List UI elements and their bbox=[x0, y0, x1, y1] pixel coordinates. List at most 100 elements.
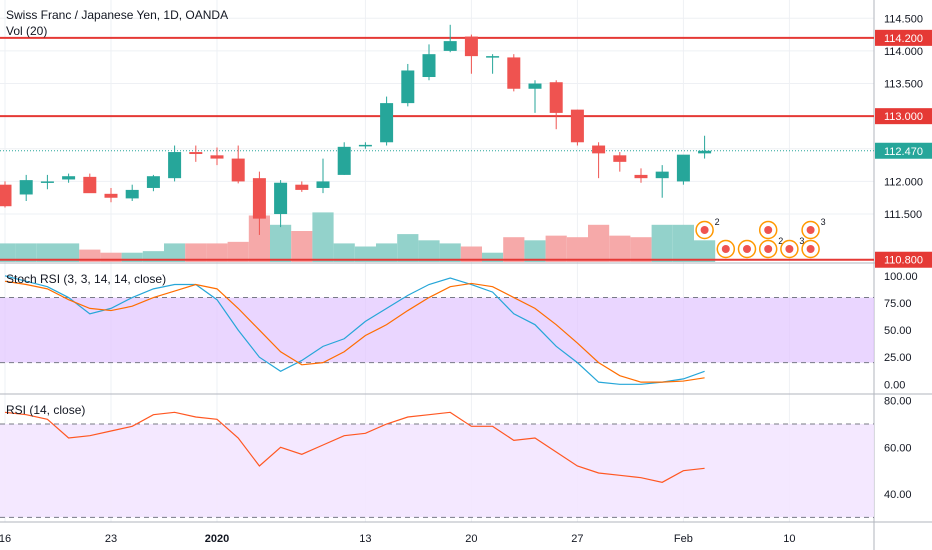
stoch-tick-label: 75.00 bbox=[884, 298, 912, 310]
volume-bar bbox=[397, 234, 419, 262]
candle-body bbox=[295, 184, 309, 190]
time-tick-label: 27 bbox=[571, 533, 583, 545]
candle-body bbox=[464, 36, 478, 57]
candle-body bbox=[528, 83, 542, 89]
candle-body bbox=[698, 150, 712, 154]
volume-bar bbox=[142, 251, 164, 262]
event-marker-count: 2 bbox=[778, 236, 783, 246]
stoch-tick-label: 25.00 bbox=[884, 352, 912, 364]
volume-bar bbox=[333, 243, 355, 262]
indicator-bands bbox=[0, 297, 874, 518]
rsi-band bbox=[0, 424, 874, 518]
stoch-tick-label: 100.00 bbox=[884, 271, 918, 283]
volume-bar bbox=[270, 224, 292, 262]
candle-body bbox=[125, 189, 139, 199]
candle-body bbox=[62, 176, 76, 180]
stoch-d-line bbox=[4, 280, 705, 383]
price-axes[interactable]: 111.500112.000112.500113.000113.500114.0… bbox=[875, 13, 932, 501]
price-tick-label: 111.500 bbox=[884, 209, 922, 221]
candle-body bbox=[189, 152, 203, 155]
event-markers[interactable]: 2 2 3 3 bbox=[695, 217, 826, 259]
time-tick-label: 16 bbox=[0, 533, 11, 545]
event-marker-icon[interactable] bbox=[801, 239, 820, 259]
symbol-title: Swiss Franc / Japanese Yen, 1D, OANDA bbox=[6, 8, 228, 22]
stoch-rsi-title: Stoch RSI (3, 3, 14, 14, close) bbox=[6, 272, 166, 286]
event-marker-icon[interactable]: 2 bbox=[695, 217, 720, 240]
event-marker-icon[interactable]: 2 bbox=[758, 236, 784, 259]
candle-body bbox=[592, 145, 606, 154]
last-price-tag-label: 112.470 bbox=[884, 146, 923, 158]
volume-bar bbox=[100, 252, 122, 262]
volume-bar bbox=[524, 240, 546, 262]
price-tick-label: 114.000 bbox=[884, 46, 923, 58]
rsi-tick-label: 40.00 bbox=[884, 489, 912, 501]
volume-bar bbox=[588, 224, 610, 262]
level-price-tag bbox=[875, 29, 932, 46]
volume-bar bbox=[376, 243, 398, 262]
volume-bar bbox=[291, 231, 313, 262]
volume-label: Vol (20) bbox=[6, 24, 47, 38]
volume-bar bbox=[418, 240, 440, 262]
volume-bar bbox=[566, 237, 588, 262]
level-price-tag-label: 114.200 bbox=[884, 33, 923, 45]
volume-bar bbox=[630, 237, 652, 262]
stoch-tick-label: 0.00 bbox=[884, 379, 905, 391]
volume-bar bbox=[185, 243, 207, 262]
candle-body bbox=[570, 109, 584, 143]
candlestick-series bbox=[0, 24, 712, 235]
volume-bar bbox=[227, 241, 249, 262]
candle-body bbox=[19, 180, 33, 195]
candle-body bbox=[634, 174, 648, 179]
volume-bar bbox=[58, 243, 80, 262]
volume-bar bbox=[0, 243, 16, 262]
level-price-tag bbox=[875, 251, 932, 268]
candle-body bbox=[231, 158, 245, 182]
candle-body bbox=[655, 171, 669, 179]
candle-body bbox=[549, 82, 563, 113]
candle-body bbox=[337, 146, 351, 175]
candle-body bbox=[168, 152, 182, 179]
candle-body bbox=[0, 184, 12, 207]
event-marker-dot bbox=[743, 245, 751, 253]
candle-body bbox=[401, 70, 415, 104]
stoch-k-line bbox=[4, 275, 705, 385]
rsi-series-line bbox=[4, 411, 705, 483]
volume-bar bbox=[248, 215, 270, 262]
event-marker-dot bbox=[764, 245, 773, 253]
event-marker-icon[interactable] bbox=[716, 239, 736, 259]
volume-bar bbox=[121, 252, 143, 262]
rsi-tick-label: 80.00 bbox=[884, 396, 912, 408]
rsi-tick-label: 60.00 bbox=[884, 442, 912, 454]
event-marker-icon[interactable]: 3 bbox=[801, 217, 826, 240]
event-marker-icon[interactable] bbox=[737, 239, 757, 259]
volume-bar bbox=[206, 243, 228, 262]
volume-bar bbox=[15, 243, 37, 262]
volume-bar bbox=[439, 243, 461, 262]
candle-body bbox=[274, 182, 288, 215]
time-tick-label: 10 bbox=[783, 533, 795, 545]
candle-body bbox=[613, 155, 627, 162]
price-tick-label: 112.000 bbox=[884, 176, 923, 188]
event-marker-dot bbox=[806, 226, 815, 234]
event-marker-dot bbox=[721, 245, 730, 253]
event-marker-icon[interactable] bbox=[758, 220, 778, 240]
candle-body bbox=[252, 178, 266, 219]
volume-bar bbox=[312, 212, 334, 262]
time-tick-label: 13 bbox=[359, 533, 371, 545]
candle-body bbox=[40, 181, 54, 183]
event-marker-dot bbox=[806, 245, 815, 253]
candle-body bbox=[507, 57, 521, 89]
volume-bar bbox=[460, 246, 482, 262]
volume-bar bbox=[503, 237, 525, 262]
time-tick-label: 20 bbox=[465, 533, 477, 545]
candle-body bbox=[486, 56, 500, 58]
candle-body bbox=[676, 154, 690, 182]
event-marker-count: 3 bbox=[799, 236, 804, 246]
candle-body bbox=[210, 155, 224, 159]
candle-body bbox=[83, 176, 97, 194]
time-tick-label: 23 bbox=[105, 533, 117, 545]
time-axis[interactable]: 16 23 2020 13 20 27 Feb 10 bbox=[0, 533, 796, 545]
horizontal-levels[interactable] bbox=[0, 36, 874, 261]
event-marker-icon[interactable]: 3 bbox=[780, 236, 805, 259]
